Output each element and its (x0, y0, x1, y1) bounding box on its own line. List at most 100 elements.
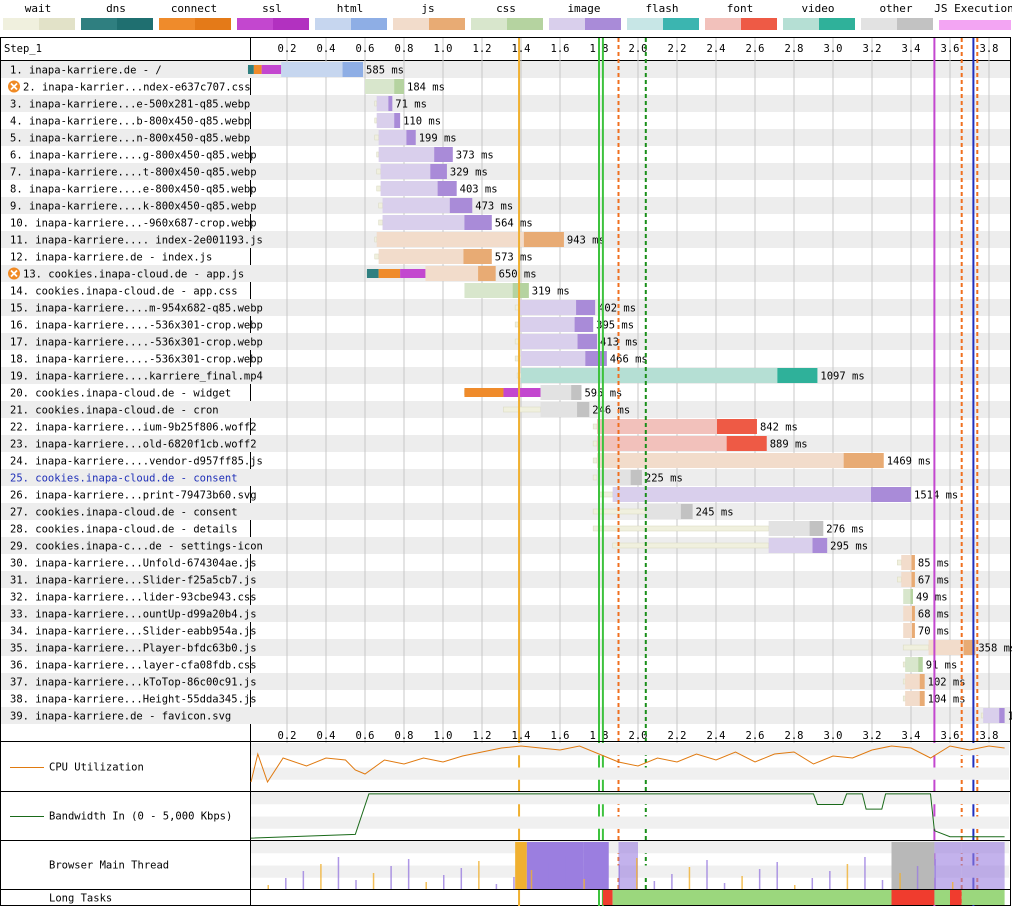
request-row[interactable]: 24. inapa-karriere....vendor-d957ff85.js… (10, 453, 931, 468)
request-row[interactable]: 11. inapa-karriere.... index-2e001193.js… (10, 232, 605, 247)
request-row[interactable]: 1. inapa-karriere.de - / 585 ms (10, 62, 404, 77)
request-row[interactable]: 8. inapa-karriere....e-800x450-q85.webp 4… (10, 181, 498, 196)
request-row[interactable]: 5. inapa-karriere...n-800x450-q85.webp 19… (10, 130, 457, 145)
request-row[interactable]: 4. inapa-karriere...b-800x450-q85.webp 11… (10, 113, 441, 128)
main-thread-spike (951, 882, 954, 889)
download-bar (777, 368, 818, 383)
row-stripe (1, 537, 1010, 554)
x-tick-label: 2.8 (785, 730, 804, 742)
main-thread-activity (891, 842, 935, 889)
x-tick-label: 1.6 (551, 43, 570, 55)
request-row[interactable]: 28. cookies.inapa-cloud.de - details 276 … (10, 521, 864, 536)
download-bar (571, 385, 582, 400)
legend-label: html (337, 2, 364, 15)
request-row[interactable]: 20. cookies.inapa-cloud.de - widget 595 m… (10, 385, 622, 400)
request-row[interactable]: 15. inapa-karriere....m-954x682-q85.webp… (10, 300, 636, 315)
duration-label: 91 ms (926, 660, 958, 672)
main-thread-spike (460, 868, 463, 889)
legend-label: js (421, 2, 434, 15)
x-tick-label: 2.6 (746, 43, 765, 55)
request-row[interactable]: 27. cookies.inapa-cloud.de - consent 245 … (10, 504, 734, 519)
request-row[interactable]: 25. cookies.inapa-cloud.de - consent 225 … (10, 470, 683, 485)
request-row[interactable]: 37. inapa-karriere...kToTop-86c00c91.js 1… (10, 674, 966, 689)
request-row[interactable]: 10. inapa-karriere...-960x687-crop.webp 5… (10, 215, 533, 230)
request-row[interactable]: 2. inapa-karrier...ndex-e637c707.css 184 … (8, 79, 445, 94)
request-bar (519, 300, 596, 315)
request-label: 30. inapa-karriere...Unfold-674304ae.js (10, 558, 257, 570)
wait-bar (592, 474, 598, 481)
main-thread-spike (688, 867, 691, 889)
duration-label: 564 ms (495, 218, 533, 230)
request-row[interactable]: 29. cookies.inapa-c...de - settings-icon… (10, 538, 868, 553)
request-row[interactable]: 16. inapa-karriere....-536x301-crop.webp… (10, 317, 634, 332)
legend-swatch-dark (117, 18, 153, 30)
download-bar (918, 657, 923, 672)
request-row[interactable]: 22. inapa-karriere...ium-9b25f806.woff2 8… (10, 419, 798, 434)
request-row[interactable]: 34. inapa-karriere...Slider-eabb954a.js 7… (10, 623, 950, 638)
request-row[interactable]: 38. inapa-karriere...Height-55dda345.js 1… (10, 691, 966, 706)
x-tick-label: 1.2 (473, 43, 492, 55)
x-tick-label: 3.6 (941, 43, 960, 55)
request-row[interactable]: 14. cookies.inapa-cloud.de - app.css 319 … (10, 283, 570, 298)
request-row[interactable]: 35. inapa-karriere...Player-bfdc63b0.js 3… (10, 640, 1012, 655)
x-tick-label: 0.8 (395, 730, 414, 742)
main-thread-spike (636, 858, 638, 889)
panel-browser: Browser Main Thread (0, 840, 1011, 878)
request-row[interactable]: 26. inapa-karriere...print-79473b60.svg 1… (10, 487, 958, 502)
main-thread-spike (583, 879, 585, 889)
download-bar (680, 504, 693, 519)
request-label: 33. inapa-karriere...ountUp-d99a20b4.js (10, 609, 257, 621)
duration-label: 650 ms (499, 269, 537, 281)
legend-swatch-dark (585, 18, 621, 30)
error-icon (8, 80, 20, 93)
request-row[interactable]: 12. inapa-karriere.de - index.js 573 ms (10, 249, 533, 264)
request-row[interactable]: 7. inapa-karriere....t-800x450-q85.webp 3… (10, 164, 488, 179)
request-row[interactable]: 39. inapa-karriere.de - favicon.svg 118 m… (10, 708, 1012, 723)
legend-label: dns (106, 2, 126, 15)
download-bar (577, 334, 598, 349)
request-row[interactable]: 30. inapa-karriere...Unfold-674304ae.js 8… (10, 555, 950, 570)
long-task-segment (961, 890, 1005, 905)
wait-bar (374, 100, 377, 107)
main-thread-spike (565, 856, 568, 889)
request-row[interactable]: 32. inapa-karriere...lider-93cbe943.css 4… (10, 589, 948, 604)
request-row[interactable]: 13. cookies.inapa-cloud.de - app.js 650 m… (8, 266, 537, 281)
request-row[interactable]: 18. inapa-karriere....-536x301-crop.webp… (10, 351, 648, 366)
duration-label: 104 ms (928, 694, 966, 706)
request-label: 31. inapa-karriere...Slider-f25a5cb7.js (10, 575, 257, 587)
request-row[interactable]: 6. inapa-karriere....g-800x450-q85.webp 3… (10, 147, 494, 162)
request-row[interactable]: 36. inapa-karriere...layer-cfa08fdb.css 9… (10, 657, 957, 672)
panel-stripe (251, 816, 1009, 829)
download-bar (437, 181, 457, 196)
wait-bar (897, 559, 902, 566)
request-bar (903, 606, 915, 621)
request-row[interactable]: 17. inapa-karriere....-536x301-crop.webp… (10, 334, 638, 349)
timeline-header: Step_1 (4, 43, 42, 55)
request-label: 12. inapa-karriere.de - index.js (10, 252, 212, 264)
duration-label: 358 ms (978, 643, 1012, 655)
request-row[interactable]: 21. cookies.inapa-cloud.de - cron 246 ms (10, 402, 630, 417)
main-thread-spike (671, 874, 673, 889)
request-bar (903, 589, 913, 604)
panel-stripe (251, 767, 1009, 780)
request-row[interactable]: 19. inapa-karriere....karriere_final.mp4… (10, 368, 865, 383)
request-row[interactable]: 9. inapa-karriere....k-800x450-q85.webp 4… (10, 198, 513, 213)
request-row[interactable]: 23. inapa-karriere...old-6820f1cb.woff2 8… (10, 436, 808, 451)
legend-item-other: other (861, 2, 933, 30)
main-thread-spike (723, 883, 726, 889)
main-thread-spike (407, 859, 410, 889)
x-tick-label: 2.4 (707, 730, 726, 742)
duration-label: 295 ms (830, 541, 868, 553)
request-row[interactable]: 3. inapa-karriere...e-500x281-q85.webp 71… (10, 96, 427, 111)
main-thread-spike (320, 864, 322, 889)
panel-bandwidth: Bandwidth In (0 - 5,000 Kbps) (0, 791, 1011, 829)
row-stripe (1, 707, 1010, 724)
legend-swatch-dark (429, 18, 465, 30)
request-row[interactable]: 33. inapa-karriere...ountUp-d99a20b4.js 6… (10, 606, 950, 621)
request-label: 39. inapa-karriere.de - favicon.svg (10, 711, 231, 723)
legend-label: video (801, 2, 834, 15)
x-tick-label: 3.0 (824, 43, 843, 55)
request-label: 24. inapa-karriere....vendor-d957ff85.js (10, 456, 263, 468)
main-thread-spike (811, 878, 814, 889)
request-bar (376, 232, 564, 247)
